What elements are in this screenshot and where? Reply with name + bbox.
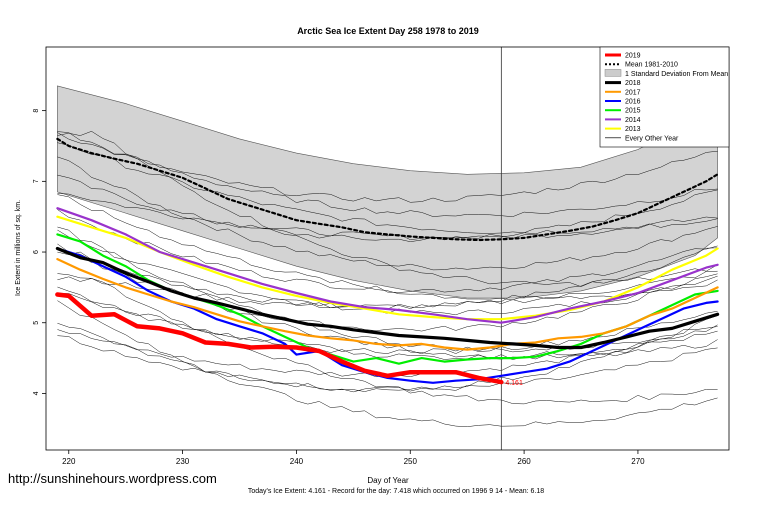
series-line-2019 bbox=[55, 292, 504, 385]
x-tick-label: 240 bbox=[290, 457, 304, 466]
legend-label: 2013 bbox=[625, 126, 641, 133]
y-tick-label: 7 bbox=[33, 179, 40, 183]
every-other-year-line bbox=[57, 335, 718, 392]
legend-label: Every Other Year bbox=[625, 135, 679, 142]
legend-label: 2017 bbox=[625, 89, 641, 96]
std-dev-band bbox=[57, 85, 718, 299]
series-line-mean-1981-2010 bbox=[56, 137, 719, 242]
x-tick-label: 260 bbox=[517, 457, 531, 466]
legend-label: 1 Standard Deviation From Mean bbox=[625, 71, 728, 78]
every-other-year-line bbox=[57, 315, 718, 393]
y-axis: 4 5 6 7 8 bbox=[33, 109, 46, 395]
y-axis-label: Ice Extent in millions of sq. km. bbox=[15, 200, 22, 296]
chart-title: Arctic Sea Ice Extent Day 258 1978 to 20… bbox=[297, 26, 479, 36]
x-tick-label: 220 bbox=[62, 457, 76, 466]
every-other-year-line bbox=[57, 131, 718, 287]
every-other-year-line bbox=[57, 131, 718, 217]
x-axis-label: Day of Year bbox=[367, 476, 409, 485]
x-axis: 220 230 240 250 260 270 bbox=[62, 450, 645, 466]
every-other-year-line bbox=[57, 286, 718, 355]
footer-text: Today's Ice Extent: 4.161 - Record for t… bbox=[248, 488, 544, 495]
x-tick-label: 250 bbox=[404, 457, 418, 466]
x-tick-label: 270 bbox=[631, 457, 645, 466]
every-other-year-line bbox=[57, 156, 718, 271]
legend-label: 2015 bbox=[625, 108, 641, 115]
legend-label: 2014 bbox=[625, 117, 641, 124]
y-tick-label: 4 bbox=[33, 391, 40, 395]
legend-key-1-standard-deviation-from-mean bbox=[604, 69, 622, 77]
x-tick-label: 230 bbox=[176, 457, 190, 466]
series-line-2018 bbox=[55, 246, 720, 350]
watermark: http://sunshinehours.wordpress.com bbox=[8, 471, 217, 486]
y-tick-label: 8 bbox=[33, 109, 40, 113]
every-other-year-line bbox=[57, 209, 718, 293]
every-other-year-line bbox=[57, 194, 718, 301]
y-tick-label: 6 bbox=[33, 250, 40, 254]
legend-box bbox=[599, 46, 730, 148]
series-line-2014 bbox=[56, 207, 719, 324]
legend-label: 2018 bbox=[625, 80, 641, 87]
legend-label: 2016 bbox=[625, 99, 641, 106]
every-other-year-line bbox=[57, 193, 718, 241]
y-tick-label: 5 bbox=[33, 321, 40, 325]
current-value-label: 4.161 bbox=[505, 380, 523, 387]
every-other-year-line bbox=[57, 132, 718, 203]
legend-label: 2019 bbox=[625, 53, 641, 60]
series-line-2017 bbox=[56, 258, 719, 351]
plot-frame bbox=[45, 46, 730, 451]
legend-label: Mean 1981-2010 bbox=[625, 62, 678, 69]
every-other-year-line bbox=[57, 276, 718, 405]
every-other-year-line bbox=[57, 174, 718, 242]
plot-area: 4.161 bbox=[55, 47, 720, 450]
legend: 2019 Mean 1981-2010 1 Standard Deviation F… bbox=[599, 46, 730, 148]
every-other-year-line bbox=[57, 142, 718, 235]
every-other-year-line bbox=[57, 300, 718, 427]
